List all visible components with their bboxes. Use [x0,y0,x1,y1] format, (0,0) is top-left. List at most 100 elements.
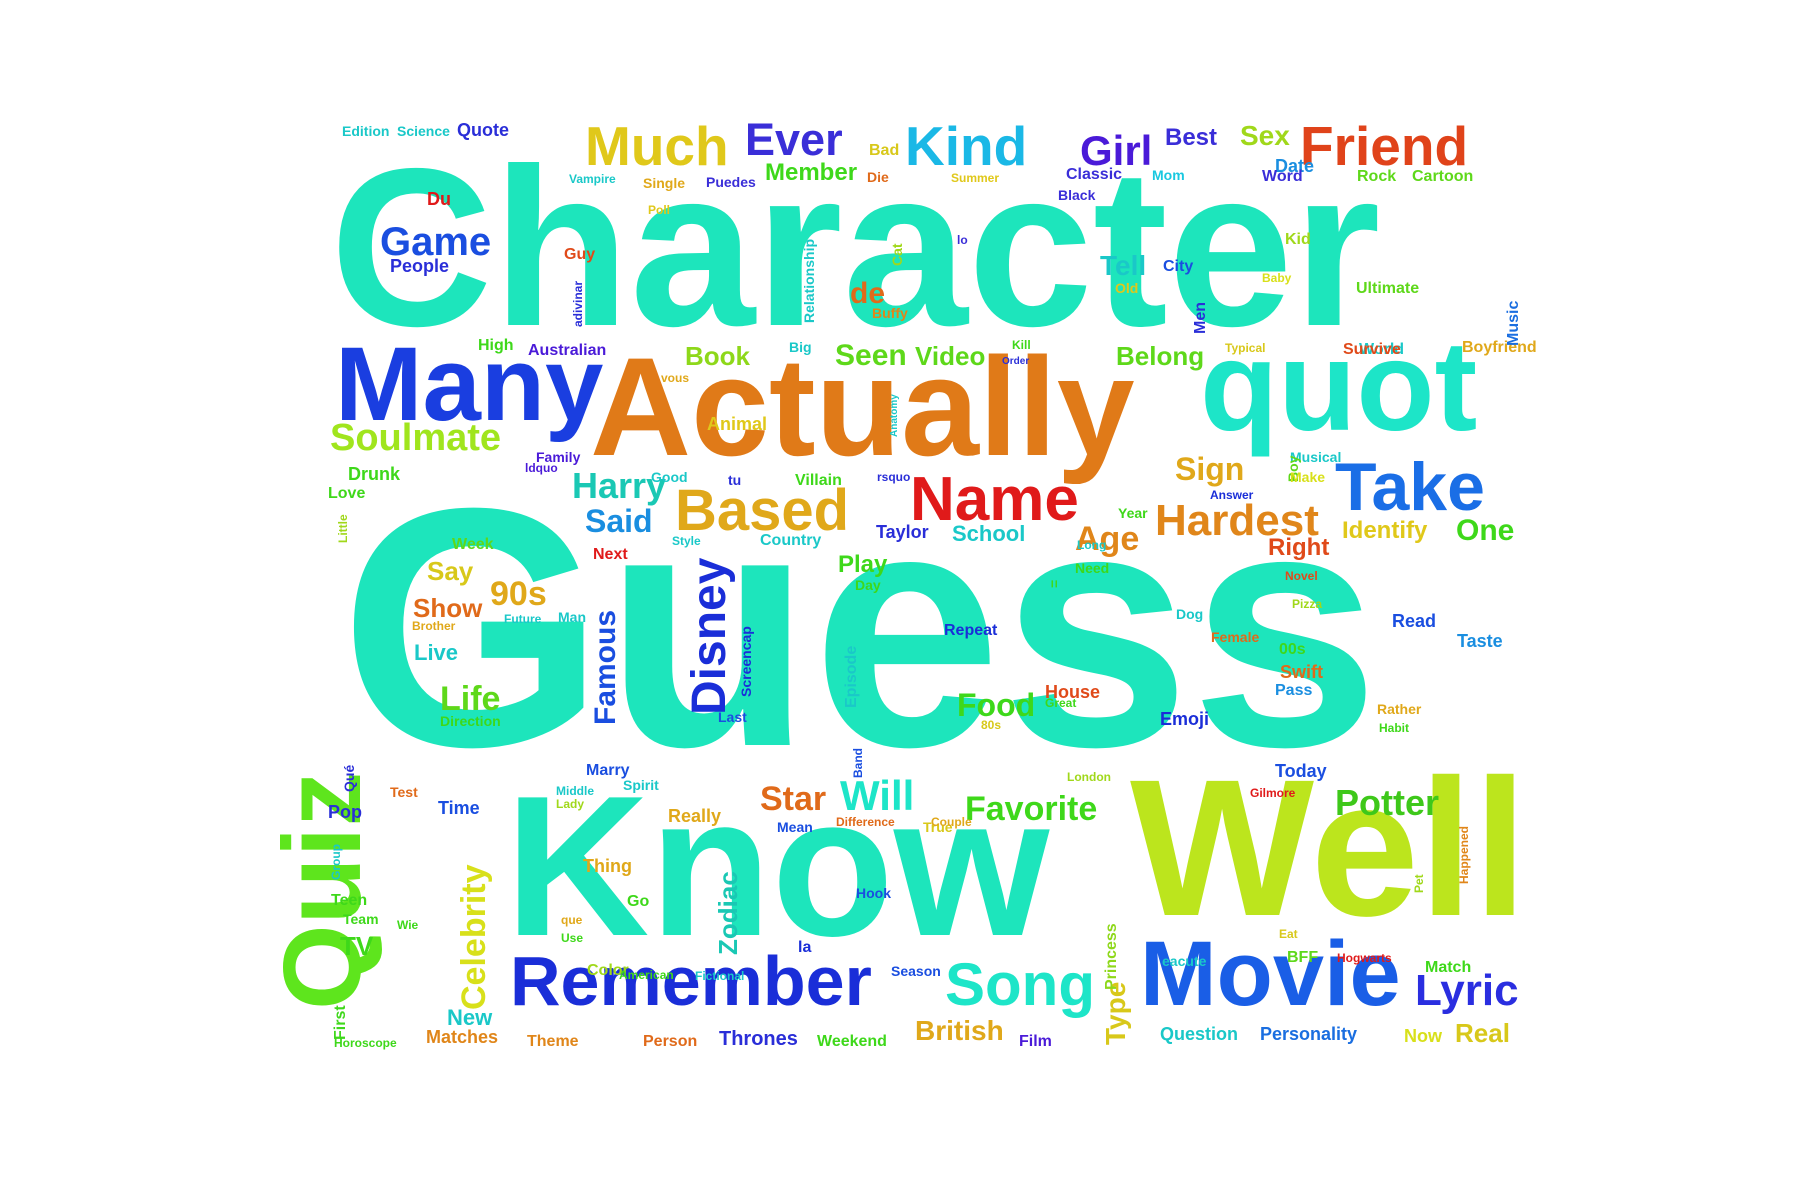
word-200: Quote [457,120,509,140]
word-75: Matches [426,1027,498,1047]
word-198: Edition [342,123,389,139]
word-105: Hogwarts [1337,951,1392,965]
word-174: Big [789,339,812,355]
word-30: Will [840,772,914,819]
word-112: Test [390,784,418,800]
word-128: Man [558,609,586,625]
word-73: House [1045,682,1100,702]
word-2: Guess [340,438,1379,818]
word-194: Vampire [569,172,616,186]
word-18: Song [945,951,1095,1018]
word-113: Middle [556,784,594,798]
word-40: Tell [1100,250,1146,281]
word-152: Typical [1225,341,1265,355]
word-88: Teen [331,892,367,909]
word-192: adivinar [571,281,585,327]
word-35: Life [440,680,500,718]
word-143: Eat [1279,927,1298,941]
word-25: Potter [1335,782,1439,823]
word-33: Age [1075,520,1139,558]
word-172: Buffy [872,305,908,321]
word-168: Die [867,169,889,185]
word-48: Sex [1240,120,1290,151]
word-111: Qué [341,765,357,792]
word-108: First [332,1005,349,1040]
word-24: Game [380,220,491,264]
word-196: Puedes [706,174,756,190]
word-158: Baby [1262,271,1292,285]
word-44: Zodiac [713,871,743,955]
word-79: Film [1019,1033,1052,1050]
word-56: Play [838,551,888,578]
word-157: City [1163,258,1193,275]
word-125: Last [718,709,747,725]
word-169: Summer [951,171,999,185]
word-100: Female [1211,629,1259,645]
word-89: Team [343,911,379,927]
word-54: Show [413,593,483,623]
word-109: Group [329,844,343,880]
word-52: Right [1268,534,1329,561]
word-21: Ever [745,114,843,165]
word-65: Emoji [1160,709,1209,729]
word-147: Make [1290,469,1325,485]
word-116: Use [561,931,583,945]
word-29: Star [760,780,826,818]
word-149: Survive [1343,341,1401,358]
word-51: de [850,277,885,310]
word-184: Family [536,449,581,465]
word-119: Difference [836,815,895,829]
word-19: Lyric [1415,966,1519,1015]
word-61: Thrones [719,1028,798,1050]
word-38: Video [915,341,985,371]
word-45: Type [1100,982,1131,1045]
word-199: Science [397,123,450,139]
word-23: Soulmate [330,417,501,459]
word-130: Next [593,546,628,563]
word-193: Poll [648,203,670,217]
word-162: Word [1262,168,1303,185]
word-13: Much [585,115,729,177]
word-63: Question [1160,1024,1238,1044]
word-81: BFF [1287,949,1318,966]
word-10: Quiz [261,772,384,1010]
word-165: Classic [1066,166,1122,183]
word-57: School [952,521,1025,546]
word-42: 90s [490,575,547,613]
word-122: 80s [981,718,1001,732]
word-101: Dog [1176,606,1203,622]
word-69: Read [1392,611,1436,631]
word-185: ldquo [525,461,558,475]
word-156: Old [1115,280,1138,296]
word-151: Music [1505,301,1522,346]
word-195: Single [643,175,685,191]
word-22: Girl [1080,127,1152,174]
word-84: Screencap [738,626,754,697]
word-17: Hardest [1155,496,1319,545]
word-77: Person [643,1033,697,1050]
word-117: American [619,968,674,982]
word-142: Happened [1457,826,1471,884]
word-72: Repeat [944,622,998,639]
word-16: Based [675,478,849,543]
word-197: Bad [869,142,899,159]
word-134: Day [855,577,881,593]
word-120: Couple [931,815,972,829]
word-70: Taste [1457,631,1503,651]
word-97: True [923,819,953,835]
word-74: Really [668,806,721,826]
word-191: Guy [564,246,595,263]
word-133: Country [760,532,821,549]
word-20: Disney [683,557,736,715]
word-182: Australian [528,342,606,359]
word-141: Pet [1412,874,1426,893]
word-178: Villain [795,472,842,489]
word-144: Answer [1210,488,1254,502]
word-58: Live [414,640,458,665]
word-34: Said [585,503,653,539]
word-177: Animal [707,414,767,434]
word-106: eacute [1162,953,1207,969]
word-3: Know [505,755,1050,978]
word-171: Cat [889,243,905,266]
